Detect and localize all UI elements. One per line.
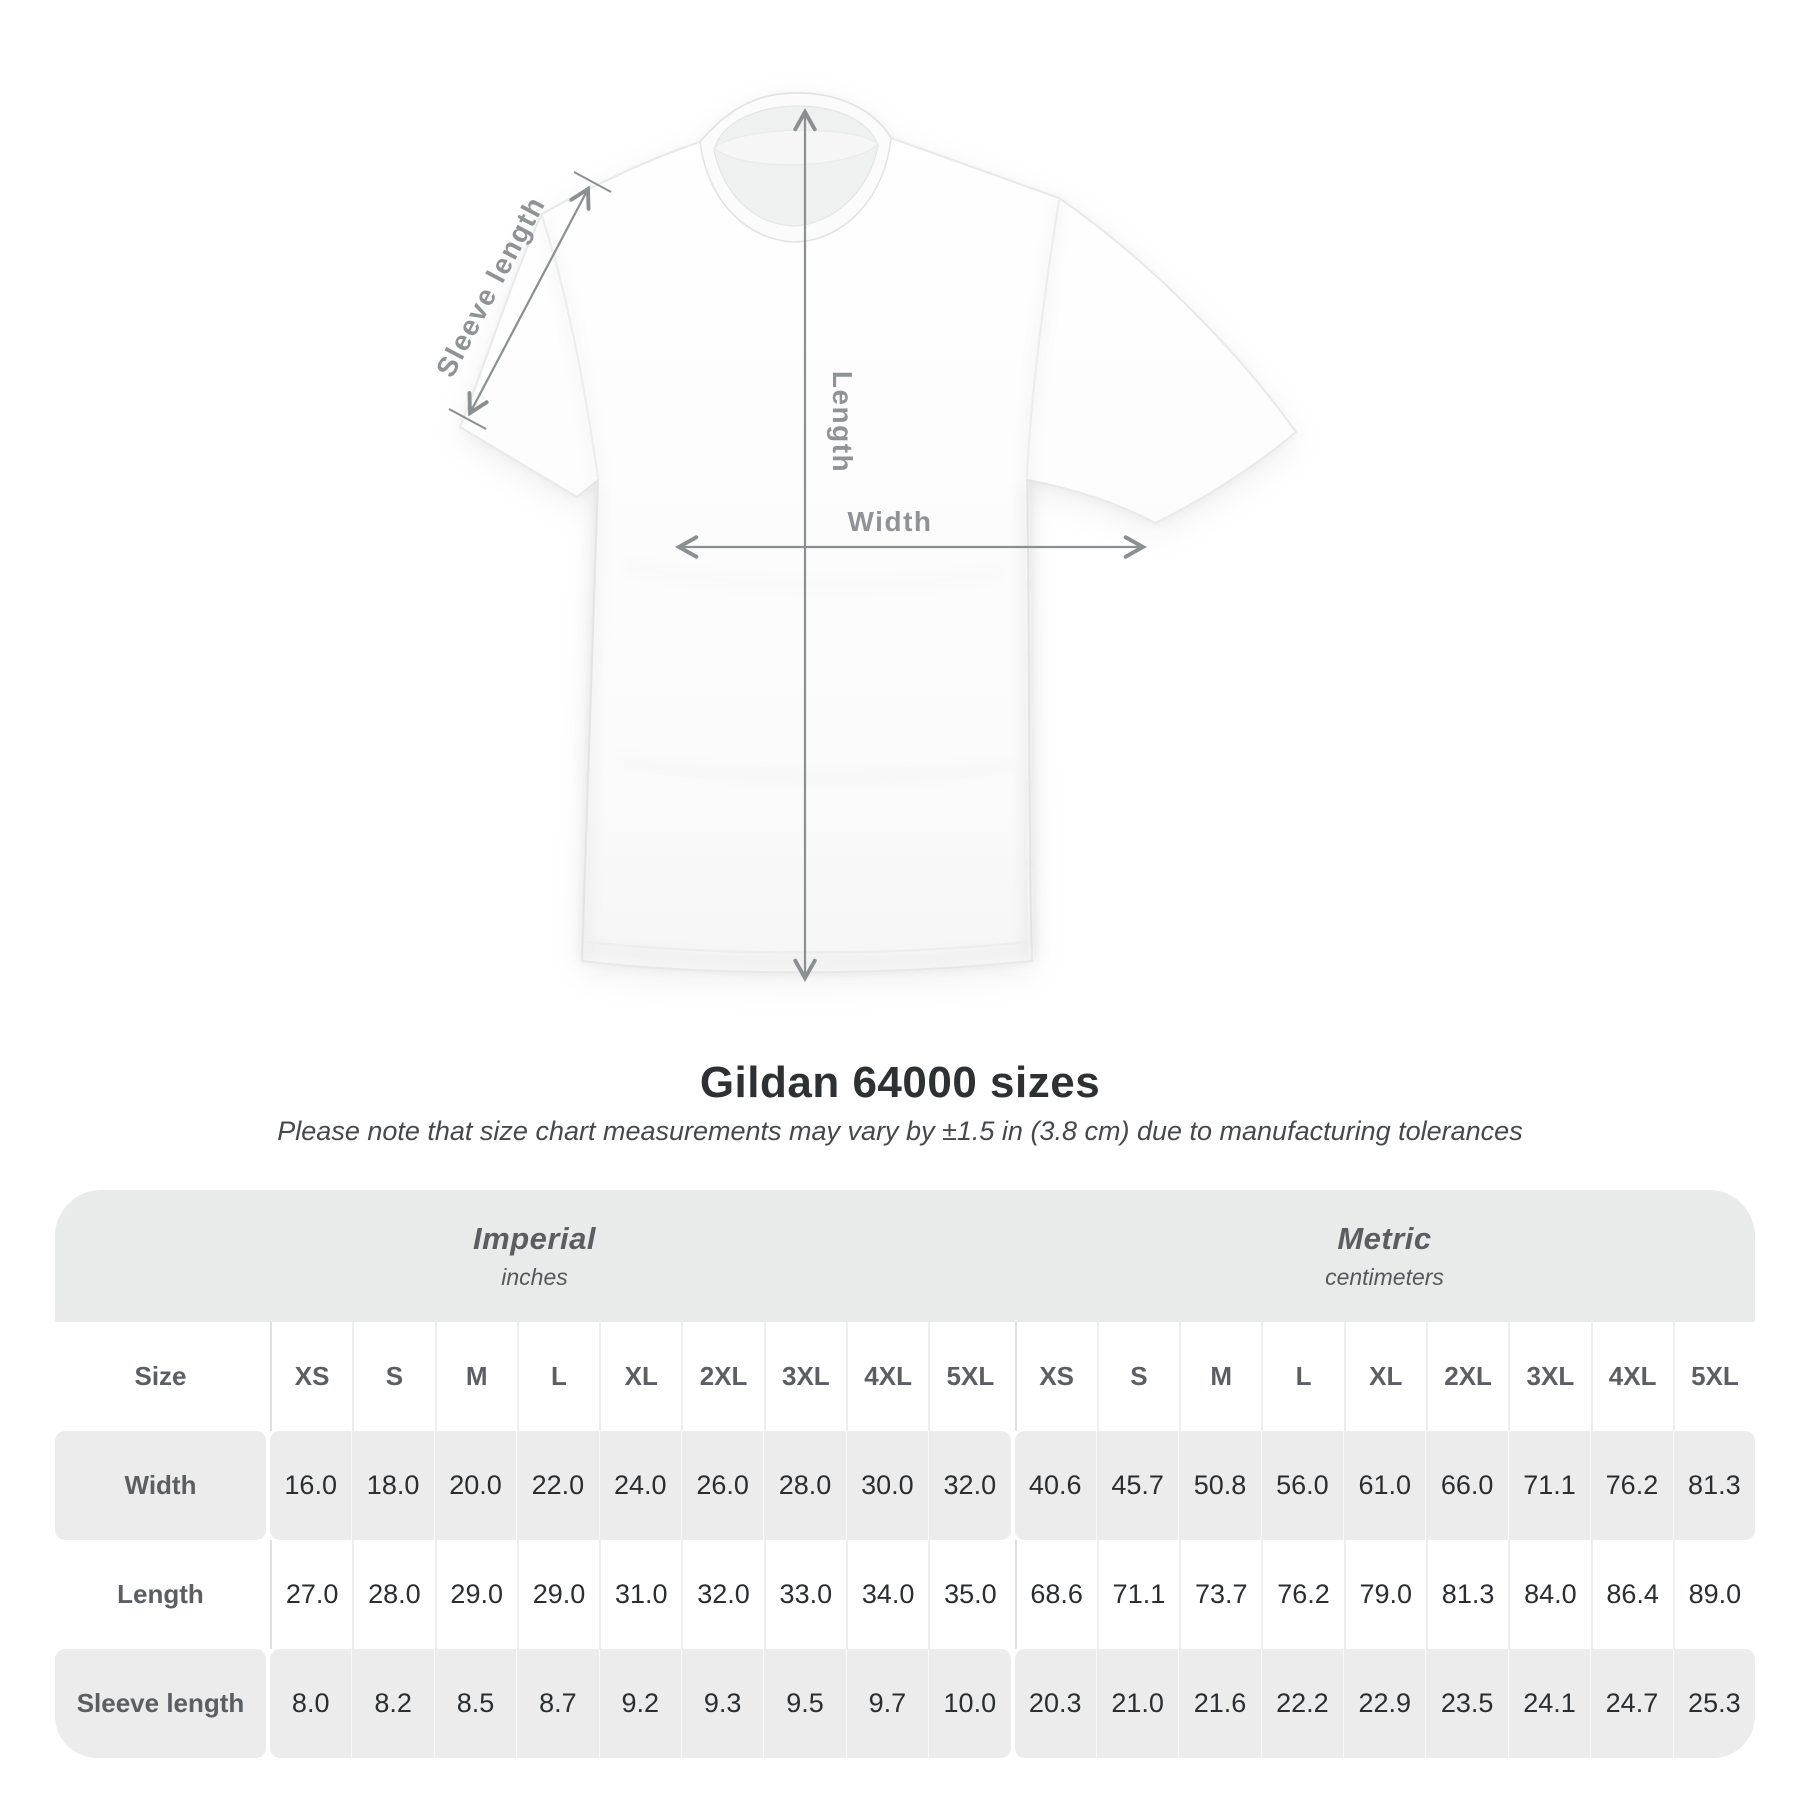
value-cell: 20.0 xyxy=(433,1431,517,1540)
size-header-cell: L xyxy=(1261,1322,1343,1431)
value-cell: 76.2 xyxy=(1590,1431,1673,1540)
value-cell: 28.0 xyxy=(763,1431,846,1540)
length-label: Length xyxy=(827,371,858,473)
value-cell: 28.0 xyxy=(352,1540,434,1649)
value-cell: 68.6 xyxy=(1014,1540,1097,1649)
value-cell: 76.2 xyxy=(1261,1540,1343,1649)
value-cell: 32.0 xyxy=(681,1540,763,1649)
sleeve-dimension-arrow xyxy=(467,185,591,417)
size-header-row: Size XS S M L XL 2XL 3XL 4XL 5XL XS S M L XL 2XL 3XL 4XL 5… xyxy=(55,1322,1755,1431)
value-cell: 73.7 xyxy=(1179,1540,1261,1649)
size-header-cell: S xyxy=(1096,1322,1179,1431)
value-cell: 31.0 xyxy=(599,1540,681,1649)
value-cell: 8.0 xyxy=(270,1649,352,1758)
value-cell: 81.3 xyxy=(1425,1540,1508,1649)
value-cell: 18.0 xyxy=(351,1431,434,1540)
size-header-cell: 4XL xyxy=(1590,1322,1673,1431)
value-cell: 66.0 xyxy=(1425,1431,1508,1540)
value-cell: 10.0 xyxy=(928,1649,1011,1758)
value-cell: 79.0 xyxy=(1343,1540,1426,1649)
value-cell: 89.0 xyxy=(1672,1540,1755,1649)
size-header-cell: L xyxy=(516,1322,599,1431)
value-cell: 8.5 xyxy=(433,1649,517,1758)
value-cell: 40.6 xyxy=(1014,1431,1096,1540)
page-subtitle: Please note that size chart measurements… xyxy=(277,1116,1523,1146)
value-cell: 81.3 xyxy=(1672,1431,1756,1540)
value-cell: 24.1 xyxy=(1507,1649,1591,1758)
value-cell: 22.0 xyxy=(516,1431,599,1540)
value-cell: 71.1 xyxy=(1507,1431,1591,1540)
size-header-cell: M xyxy=(434,1322,517,1431)
size-header-cell: 4XL xyxy=(845,1322,928,1431)
value-cell: 24.0 xyxy=(598,1431,681,1540)
value-cell: 21.0 xyxy=(1095,1649,1179,1758)
corner-header-cell: Size xyxy=(134,1361,187,1391)
value-cell: 9.3 xyxy=(680,1649,764,1758)
value-cell: 8.7 xyxy=(516,1649,599,1758)
page-title: Gildan 64000 sizes xyxy=(699,1058,1101,1107)
value-cell: 33.0 xyxy=(763,1540,846,1649)
imperial-unit: inches xyxy=(501,1264,568,1290)
value-cell: 23.5 xyxy=(1425,1649,1508,1758)
tshirt-diagram: Sleeve length Length Width xyxy=(430,91,1298,982)
metric-unit: centimeters xyxy=(1325,1264,1444,1290)
value-cell: 45.7 xyxy=(1095,1431,1179,1540)
size-header-cell: XL xyxy=(599,1322,681,1431)
size-header-cell: 3XL xyxy=(763,1322,846,1431)
row-label-cell: Sleeve length xyxy=(55,1649,266,1758)
value-cell: 30.0 xyxy=(845,1431,929,1540)
value-cell: 9.5 xyxy=(763,1649,846,1758)
width-label: Width xyxy=(848,506,933,537)
unit-group-header: Imperial inches Metric centimeters xyxy=(55,1190,1755,1322)
value-cell: 61.0 xyxy=(1343,1431,1426,1540)
value-cell: 25.3 xyxy=(1672,1649,1756,1758)
metric-label: Metric xyxy=(1337,1221,1432,1256)
size-table-rows: Size XS S M L XL 2XL 3XL 4XL 5XL XS S M L XL 2XL 3XL 4XL 5… xyxy=(55,1322,1756,1758)
value-cell: 9.2 xyxy=(598,1649,681,1758)
value-cell: 50.8 xyxy=(1178,1431,1261,1540)
value-cell: 29.0 xyxy=(516,1540,599,1649)
value-cell: 26.0 xyxy=(680,1431,764,1540)
imperial-label: Imperial xyxy=(473,1221,596,1256)
value-cell: 16.0 xyxy=(270,1431,352,1540)
size-header-cell: M xyxy=(1179,1322,1261,1431)
size-header-cell: 2XL xyxy=(1425,1322,1508,1431)
row-label-cell: Length xyxy=(117,1579,204,1609)
value-cell: 84.0 xyxy=(1508,1540,1590,1649)
value-cell: 32.0 xyxy=(928,1431,1011,1540)
value-cell: 24.7 xyxy=(1590,1649,1673,1758)
table-row: Length 27.0 28.0 29.0 29.0 31.0 32.0 33.0 34.0 35… xyxy=(55,1540,1755,1649)
size-table: Imperial inches Metric centimeters Size X… xyxy=(55,1190,1756,1758)
value-cell: 20.3 xyxy=(1014,1649,1096,1758)
row-label-cell: Width xyxy=(55,1431,266,1540)
value-cell: 86.4 xyxy=(1590,1540,1673,1649)
value-cell: 34.0 xyxy=(845,1540,928,1649)
size-header-cell: 3XL xyxy=(1508,1322,1590,1431)
imperial-group-header: Imperial inches xyxy=(55,1190,1014,1322)
value-cell: 22.9 xyxy=(1343,1649,1426,1758)
value-cell: 9.7 xyxy=(845,1649,929,1758)
value-cell: 56.0 xyxy=(1260,1431,1344,1540)
metric-group-header: Metric centimeters xyxy=(1014,1190,1755,1322)
value-cell: 29.0 xyxy=(434,1540,517,1649)
size-header-cell: 5XL xyxy=(1672,1322,1755,1431)
size-header-cell: XS xyxy=(1014,1322,1097,1431)
value-cell: 21.6 xyxy=(1178,1649,1261,1758)
size-header-cell: XS xyxy=(270,1322,352,1431)
size-header-cell: S xyxy=(352,1322,434,1431)
size-header-cell: XL xyxy=(1343,1322,1426,1431)
table-row: Sleeve length 8.0 8.2 8.5 8.7 9.2 9.3 9.5 9.7 10.… xyxy=(55,1649,1756,1758)
size-header-cell: 2XL xyxy=(681,1322,763,1431)
value-cell: 35.0 xyxy=(928,1540,1010,1649)
size-header-cell: 5XL xyxy=(928,1322,1010,1431)
value-cell: 8.2 xyxy=(351,1649,434,1758)
value-cell: 22.2 xyxy=(1260,1649,1344,1758)
value-cell: 71.1 xyxy=(1096,1540,1179,1649)
value-cell: 27.0 xyxy=(270,1540,352,1649)
table-row: Width 16.0 18.0 20.0 22.0 24.0 26.0 28.0 30.0 32.… xyxy=(55,1431,1756,1540)
